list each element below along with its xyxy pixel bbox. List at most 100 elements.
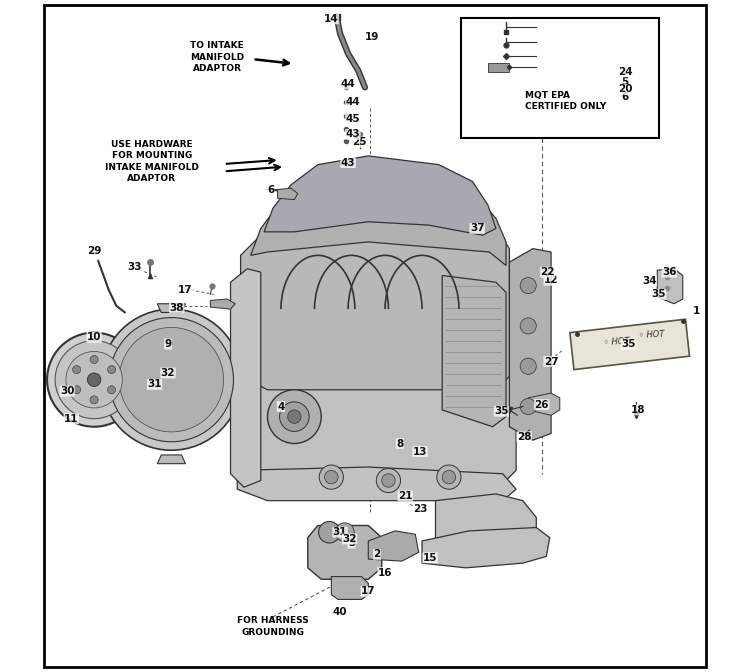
- Bar: [461, 18, 659, 138]
- Text: 12: 12: [544, 276, 558, 285]
- Polygon shape: [158, 455, 185, 464]
- Circle shape: [56, 341, 133, 419]
- Polygon shape: [368, 531, 419, 561]
- Circle shape: [119, 327, 224, 432]
- Text: 5: 5: [621, 77, 628, 87]
- Text: 3: 3: [348, 538, 355, 548]
- Text: 29: 29: [87, 246, 101, 255]
- Text: 24: 24: [618, 67, 632, 77]
- Text: 16: 16: [378, 568, 392, 577]
- Text: 1: 1: [692, 306, 700, 316]
- Text: 26: 26: [535, 400, 549, 409]
- Circle shape: [107, 386, 116, 394]
- Text: 31: 31: [333, 528, 347, 537]
- Text: 32: 32: [342, 534, 357, 544]
- Text: 18: 18: [632, 405, 646, 415]
- Polygon shape: [158, 304, 185, 312]
- Text: 21: 21: [398, 491, 412, 501]
- Polygon shape: [241, 208, 509, 390]
- Polygon shape: [528, 393, 560, 415]
- Polygon shape: [488, 63, 509, 72]
- Text: 25: 25: [352, 138, 367, 147]
- Polygon shape: [570, 319, 689, 370]
- Text: 13: 13: [413, 447, 428, 456]
- Text: 30: 30: [60, 386, 74, 396]
- Text: ◦ HOT: ◦ HOT: [604, 337, 629, 347]
- Circle shape: [107, 366, 116, 374]
- Circle shape: [325, 470, 338, 484]
- Circle shape: [280, 402, 309, 431]
- Polygon shape: [657, 269, 682, 304]
- Text: 43: 43: [340, 158, 356, 167]
- Text: 27: 27: [544, 357, 559, 366]
- Circle shape: [520, 358, 536, 374]
- Circle shape: [90, 355, 98, 364]
- Circle shape: [335, 523, 354, 542]
- Polygon shape: [237, 467, 516, 501]
- Text: 15: 15: [423, 553, 437, 562]
- Circle shape: [319, 521, 340, 543]
- Text: 35: 35: [621, 339, 635, 349]
- Polygon shape: [230, 269, 261, 487]
- Circle shape: [320, 465, 344, 489]
- Text: 20: 20: [618, 85, 632, 94]
- Circle shape: [47, 333, 141, 427]
- Text: 22: 22: [541, 267, 555, 277]
- Text: USE HARDWARE
FOR MOUNTING
INTAKE MANIFOLD
ADAPTOR: USE HARDWARE FOR MOUNTING INTAKE MANIFOL…: [105, 140, 199, 183]
- Polygon shape: [210, 299, 236, 309]
- Polygon shape: [278, 188, 298, 200]
- Circle shape: [73, 366, 81, 374]
- Text: 4: 4: [278, 402, 284, 411]
- Text: 19: 19: [364, 32, 379, 42]
- Polygon shape: [251, 171, 506, 265]
- Text: TO INTAKE
MANIFOLD
ADAPTOR: TO INTAKE MANIFOLD ADAPTOR: [190, 41, 244, 73]
- Circle shape: [520, 278, 536, 294]
- Text: MQT EPA
CERTIFIED ONLY: MQT EPA CERTIFIED ONLY: [525, 91, 606, 111]
- Circle shape: [73, 386, 81, 394]
- Text: 11: 11: [64, 414, 79, 423]
- Text: 32: 32: [160, 368, 176, 378]
- Text: 33: 33: [128, 263, 142, 272]
- Text: 38: 38: [170, 303, 184, 312]
- Text: 31: 31: [147, 380, 162, 389]
- Text: 35: 35: [494, 407, 508, 416]
- Polygon shape: [442, 276, 506, 427]
- Circle shape: [268, 390, 321, 444]
- Text: 6: 6: [267, 185, 274, 194]
- Text: ◦ HOT: ◦ HOT: [638, 330, 664, 340]
- Polygon shape: [234, 276, 516, 491]
- Text: 37: 37: [470, 224, 484, 233]
- Text: 36: 36: [662, 267, 676, 277]
- Text: 9: 9: [164, 339, 172, 349]
- Circle shape: [520, 398, 536, 415]
- Text: FOR HARNESS
GROUNDING: FOR HARNESS GROUNDING: [237, 616, 309, 636]
- Text: 34: 34: [642, 276, 656, 286]
- Polygon shape: [332, 577, 368, 599]
- Text: 23: 23: [413, 505, 428, 514]
- Text: 44: 44: [346, 97, 360, 107]
- Text: 8: 8: [396, 439, 404, 448]
- Text: 35: 35: [651, 290, 666, 299]
- Text: 6: 6: [621, 93, 628, 102]
- Polygon shape: [308, 526, 382, 579]
- Text: 10: 10: [87, 333, 101, 342]
- Circle shape: [66, 351, 122, 408]
- Text: 14: 14: [324, 14, 339, 24]
- Polygon shape: [509, 249, 551, 440]
- Text: 43: 43: [346, 130, 360, 139]
- Text: 17: 17: [178, 286, 193, 295]
- Text: 40: 40: [333, 607, 347, 616]
- Text: 44: 44: [340, 79, 356, 89]
- Circle shape: [88, 373, 100, 386]
- Polygon shape: [264, 156, 496, 235]
- Text: 45: 45: [346, 114, 360, 124]
- Circle shape: [376, 468, 400, 493]
- Circle shape: [436, 465, 461, 489]
- Circle shape: [382, 474, 395, 487]
- Circle shape: [520, 318, 536, 334]
- Circle shape: [90, 396, 98, 404]
- Text: 17: 17: [361, 587, 376, 596]
- Circle shape: [110, 318, 233, 442]
- Circle shape: [100, 309, 242, 450]
- Text: 28: 28: [517, 432, 532, 442]
